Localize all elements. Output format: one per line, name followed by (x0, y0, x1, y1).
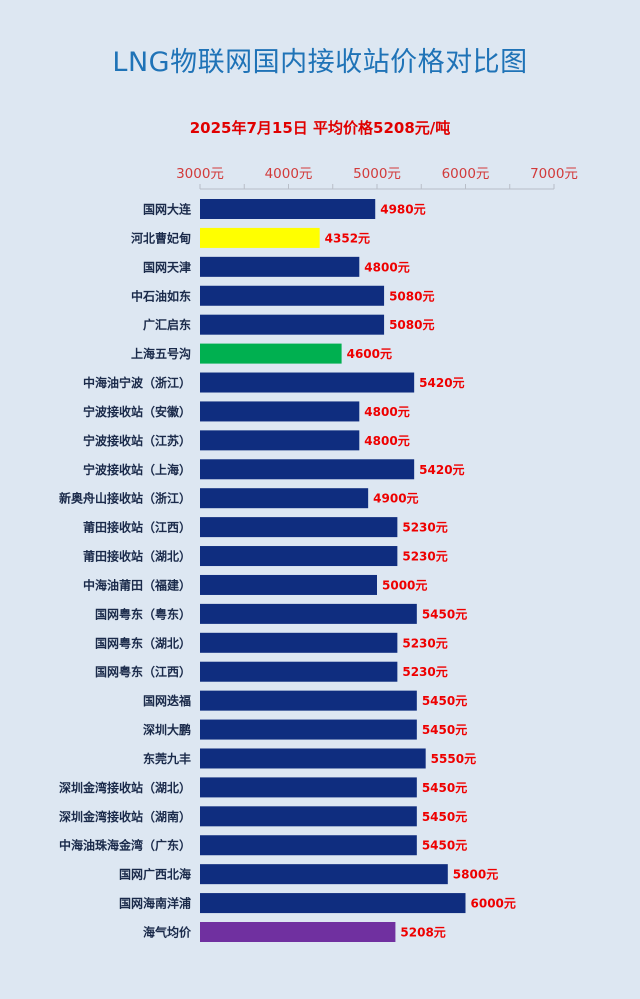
bar-value-label: 5208元 (400, 926, 445, 940)
bar-value-label: 5450元 (422, 607, 467, 621)
bar (200, 488, 369, 509)
bar (200, 546, 398, 567)
x-axis-tick-label: 3000元 (176, 166, 224, 182)
bar (200, 603, 417, 624)
bar (200, 459, 415, 480)
bar-value-label: 4800元 (364, 405, 409, 419)
bar (200, 719, 417, 740)
bar-value-label: 4800元 (364, 434, 409, 448)
bar (200, 343, 342, 364)
bar-value-label: 5450元 (422, 839, 467, 853)
bar-value-label: 4900元 (373, 492, 418, 506)
category-label: 上海五号沟 (131, 346, 191, 361)
bar (200, 256, 360, 277)
bar (200, 314, 385, 335)
category-label: 河北曹妃甸 (130, 230, 191, 245)
category-label: 中海油宁波（浙江） (83, 375, 191, 390)
category-label: 深圳大鹏 (143, 722, 191, 737)
bar-value-label: 4800元 (364, 260, 409, 274)
category-label: 中海油珠海金湾（广东） (59, 838, 191, 853)
category-label: 国网海南洋浦 (119, 896, 191, 911)
category-label: 深圳金湾接收站（湖北） (59, 780, 191, 795)
bar-value-label: 5230元 (402, 550, 447, 564)
bar (200, 893, 466, 914)
bar (200, 690, 417, 711)
bar (200, 922, 396, 942)
bar-value-label: 5450元 (422, 694, 467, 708)
chart-subtitle: 2025年7月15日 平均价格5208元/吨 (189, 119, 451, 137)
bar (200, 777, 417, 798)
bar-value-label: 5080元 (389, 318, 434, 332)
bar (200, 227, 320, 248)
bar (200, 401, 360, 422)
category-label: 国网广西北海 (119, 867, 191, 882)
bar (200, 835, 417, 856)
bar-value-label: 5420元 (419, 463, 464, 477)
bar (200, 748, 426, 769)
category-label: 国网大连 (143, 202, 192, 217)
category-label: 宁波接收站（江苏） (83, 433, 191, 448)
chart-title: LNG物联网国内接收站价格对比图 (112, 47, 528, 78)
category-label: 新奥舟山接收站（浙江） (59, 491, 191, 506)
bar-value-label: 6000元 (471, 897, 516, 911)
category-label: 国网迭福 (143, 693, 191, 708)
bar (200, 864, 448, 885)
category-label: 广汇启东 (143, 317, 191, 332)
category-label: 国网粤东（江西） (95, 664, 191, 679)
bar-value-label: 5420元 (419, 376, 464, 390)
x-axis-tick-label: 5000元 (353, 166, 401, 182)
category-label: 国网粤东（湖北） (95, 635, 191, 650)
bar-value-label: 5080元 (389, 289, 434, 303)
bar-value-label: 5450元 (422, 781, 467, 795)
category-label: 莆田接收站（湖北） (83, 549, 191, 564)
category-label: 海气均价 (143, 925, 192, 940)
category-label: 宁波接收站（安徽） (83, 404, 191, 419)
bar (200, 517, 398, 538)
bar (200, 372, 415, 393)
bar-value-label: 5800元 (453, 868, 498, 882)
bar (200, 806, 417, 827)
bar-value-label: 5450元 (422, 810, 467, 824)
category-label: 东莞九丰 (143, 751, 191, 766)
bar (200, 574, 377, 595)
category-label: 中海油莆田（福建） (83, 577, 191, 592)
bar-value-label: 5550元 (431, 752, 476, 766)
x-axis-tick-label: 7000元 (530, 166, 578, 182)
bar (200, 661, 398, 682)
category-label: 国网粤东（粤东） (95, 606, 191, 621)
category-label: 国网天津 (143, 259, 191, 274)
bar-value-label: 5230元 (402, 636, 447, 650)
bar-value-label: 4352元 (325, 231, 370, 245)
category-label: 莆田接收站（江西） (83, 520, 191, 535)
bar-value-label: 5230元 (402, 665, 447, 679)
category-label: 中石油如东 (131, 288, 191, 303)
x-axis-tick-label: 4000元 (265, 166, 313, 182)
bar-value-label: 4600元 (347, 347, 392, 361)
bar-value-label: 4980元 (380, 203, 425, 217)
bar (200, 199, 376, 219)
bar (200, 430, 360, 451)
bar-value-label: 5230元 (402, 521, 447, 535)
bar-value-label: 5450元 (422, 723, 467, 737)
category-label: 宁波接收站（上海） (83, 462, 191, 477)
bar-value-label: 5000元 (382, 578, 427, 592)
bar (200, 285, 385, 306)
x-axis-tick-label: 6000元 (442, 166, 490, 182)
bar (200, 632, 398, 653)
category-label: 深圳金湾接收站（湖南） (59, 809, 191, 824)
